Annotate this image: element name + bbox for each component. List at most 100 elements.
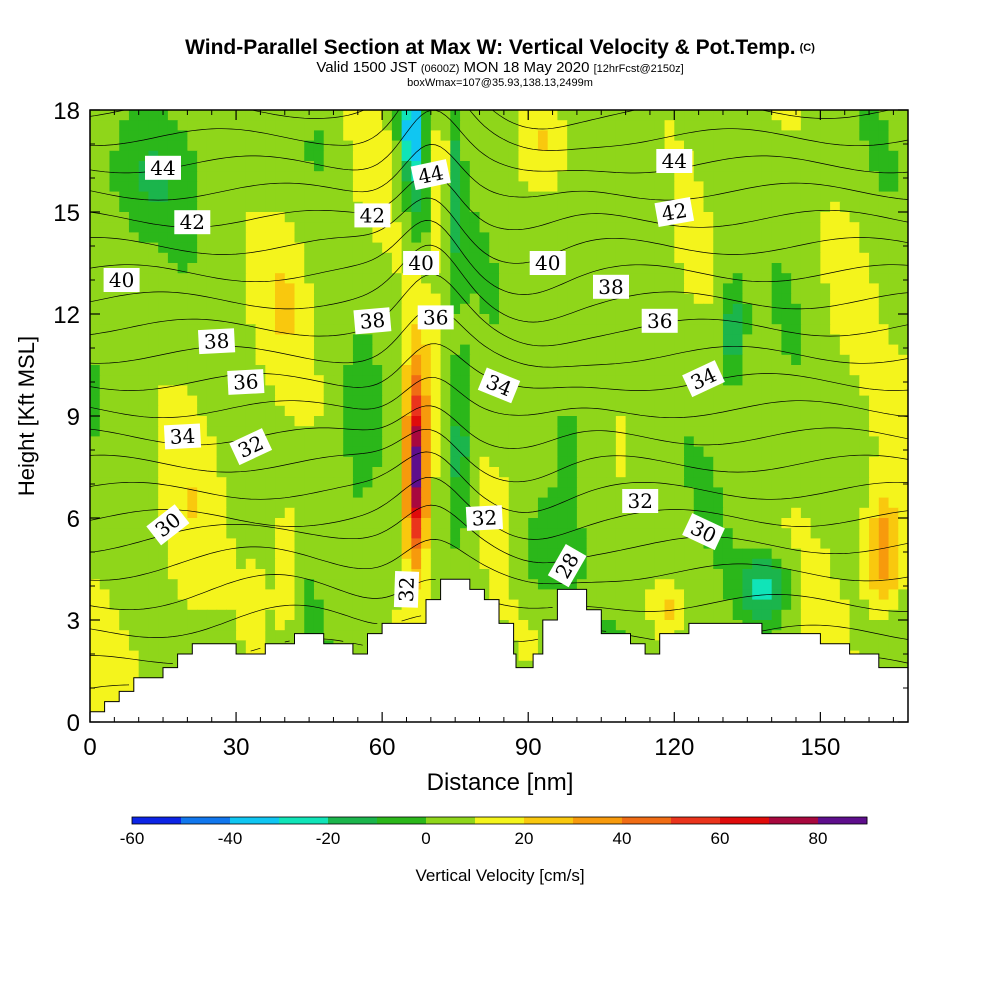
velocity-cell bbox=[869, 365, 880, 376]
velocity-cell bbox=[703, 140, 714, 152]
velocity-cell bbox=[596, 477, 607, 488]
velocity-cell bbox=[148, 324, 159, 335]
velocity-cell bbox=[703, 436, 714, 448]
velocity-cell bbox=[869, 130, 880, 142]
velocity-cell bbox=[187, 375, 198, 386]
velocity-cell bbox=[654, 385, 666, 397]
velocity-cell bbox=[606, 222, 617, 233]
velocity-cell bbox=[703, 120, 714, 131]
velocity-cell bbox=[791, 477, 802, 488]
velocity-cell bbox=[586, 477, 597, 488]
velocity-cell bbox=[742, 426, 753, 437]
velocity-cell bbox=[508, 436, 520, 448]
velocity-cell bbox=[236, 242, 247, 254]
velocity-cell bbox=[508, 324, 520, 335]
velocity-cell bbox=[674, 548, 685, 560]
velocity-cell bbox=[499, 344, 510, 356]
velocity-cell bbox=[537, 589, 549, 601]
velocity-cell bbox=[722, 589, 734, 601]
velocity-cell bbox=[752, 242, 763, 254]
velocity-cell bbox=[119, 161, 130, 172]
velocity-cell bbox=[109, 579, 120, 590]
velocity-cell bbox=[625, 507, 636, 519]
velocity-cell bbox=[148, 548, 159, 560]
velocity-cell bbox=[528, 436, 539, 448]
velocity-cell bbox=[732, 130, 744, 142]
velocity-cell bbox=[138, 252, 150, 264]
velocity-cell bbox=[800, 426, 812, 437]
velocity-cell bbox=[352, 569, 364, 580]
velocity-cell bbox=[625, 140, 636, 152]
velocity-cell bbox=[645, 354, 656, 366]
velocity-cell bbox=[197, 354, 208, 366]
velocity-cell bbox=[508, 181, 520, 193]
velocity-cell bbox=[654, 599, 666, 611]
velocity-cell bbox=[177, 558, 188, 570]
velocity-cell bbox=[499, 150, 510, 162]
velocity-cell bbox=[313, 161, 325, 172]
velocity-cell bbox=[684, 507, 695, 519]
velocity-cell bbox=[119, 671, 130, 682]
velocity-cell bbox=[226, 426, 237, 437]
velocity-cell bbox=[635, 130, 646, 142]
velocity-cell bbox=[742, 538, 753, 550]
velocity-cell bbox=[576, 130, 588, 142]
velocity-cell bbox=[99, 181, 111, 193]
velocity-cell bbox=[830, 538, 841, 550]
velocity-cell bbox=[761, 477, 773, 488]
velocity-cell bbox=[333, 140, 344, 152]
velocity-cell bbox=[430, 569, 442, 580]
velocity-cell bbox=[557, 497, 568, 509]
velocity-cell bbox=[606, 548, 617, 560]
velocity-cell bbox=[148, 110, 159, 121]
velocity-cell bbox=[888, 303, 899, 315]
velocity-cell bbox=[596, 222, 607, 233]
velocity-cell bbox=[888, 354, 899, 366]
velocity-cell bbox=[158, 640, 169, 652]
velocity-cell bbox=[684, 538, 695, 550]
velocity-cell bbox=[167, 283, 179, 295]
velocity-cell bbox=[869, 589, 880, 601]
velocity-cell bbox=[732, 110, 744, 121]
velocity-cell bbox=[830, 518, 841, 529]
velocity-cell bbox=[197, 405, 208, 417]
velocity-cell bbox=[158, 293, 169, 305]
velocity-cell bbox=[128, 650, 140, 662]
velocity-cell bbox=[518, 630, 529, 641]
velocity-cell bbox=[625, 528, 636, 539]
velocity-cell bbox=[547, 232, 559, 244]
velocity-cell bbox=[567, 507, 578, 519]
velocity-cell bbox=[645, 283, 656, 295]
velocity-cell bbox=[810, 242, 821, 254]
velocity-cell bbox=[635, 579, 646, 590]
velocity-cell bbox=[187, 293, 198, 305]
velocity-cell bbox=[479, 201, 490, 213]
velocity-cell bbox=[859, 283, 870, 295]
velocity-cell bbox=[372, 589, 383, 601]
velocity-cell bbox=[382, 507, 393, 519]
velocity-cell bbox=[878, 375, 890, 386]
velocity-cell bbox=[197, 569, 208, 580]
velocity-cell bbox=[557, 456, 568, 468]
velocity-cell bbox=[791, 314, 802, 325]
velocity-cell bbox=[158, 609, 169, 621]
velocity-cell bbox=[372, 263, 383, 274]
velocity-cell bbox=[167, 630, 179, 641]
velocity-cell bbox=[508, 477, 520, 488]
velocity-cell bbox=[197, 324, 208, 335]
velocity-cell bbox=[752, 171, 763, 182]
velocity-cell bbox=[791, 344, 802, 356]
velocity-cell bbox=[479, 334, 490, 346]
velocity-cell bbox=[547, 385, 559, 397]
velocity-cell bbox=[304, 609, 315, 621]
velocity-cell bbox=[401, 314, 412, 325]
velocity-cell bbox=[528, 120, 539, 131]
velocity-cell bbox=[265, 181, 276, 193]
velocity-cell bbox=[742, 456, 753, 468]
velocity-cell bbox=[187, 579, 198, 590]
velocity-cell bbox=[119, 314, 130, 325]
velocity-cell bbox=[158, 120, 169, 131]
velocity-cell bbox=[849, 405, 860, 417]
velocity-cell bbox=[625, 538, 636, 550]
velocity-cell bbox=[128, 620, 140, 631]
